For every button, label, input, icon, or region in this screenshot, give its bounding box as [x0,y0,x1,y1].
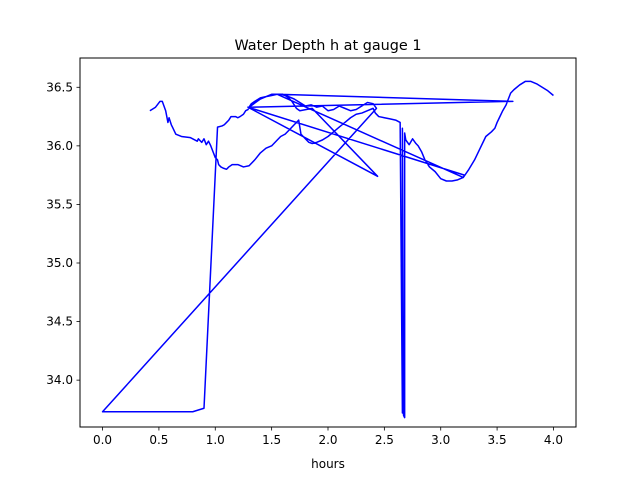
y-axis-ticks: 34.0 34.5 35.0 35.5 36.0 36.5 [46,80,80,387]
y-tick-label: 35.0 [46,256,73,270]
water-depth-series-line [101,80,554,419]
x-tick-label: 1.5 [262,433,281,447]
y-tick-label: 36.0 [46,139,73,153]
y-tick-label: 36.5 [46,80,73,94]
y-tick-label: 35.5 [46,197,73,211]
x-tick-label: 0.0 [93,433,112,447]
x-tick-label: 1.0 [206,433,225,447]
x-tick-label: 2.5 [375,433,394,447]
x-axis-ticks: 0.0 0.5 1.0 1.5 2.0 2.5 3.0 3.5 4.0 [93,427,563,447]
axes-frame [79,57,577,428]
x-tick-label: 3.5 [488,433,507,447]
x-tick-label: 4.0 [544,433,563,447]
x-tick-label: 3.0 [431,433,450,447]
y-tick-label: 34.0 [46,373,73,387]
chart-title: Water Depth h at gauge 1 [234,38,421,54]
x-tick-label: 0.5 [149,433,168,447]
x-tick-label: 2.0 [318,433,337,447]
plot-area [79,57,577,428]
y-tick-label: 34.5 [46,315,73,329]
x-axis-label: hours [311,457,345,471]
